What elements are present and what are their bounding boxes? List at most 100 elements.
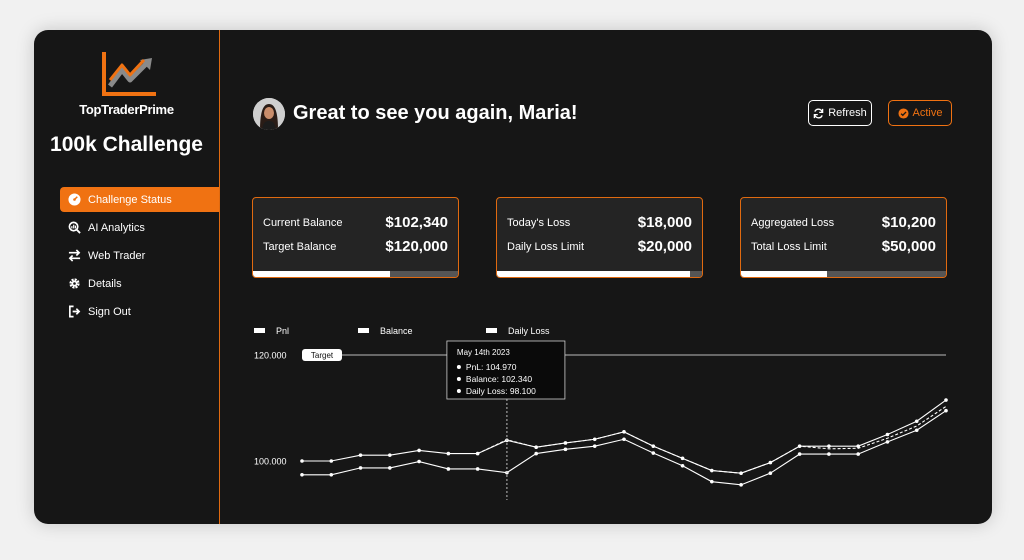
sidebar-item-sign-out[interactable]: Sign Out <box>60 299 219 324</box>
check-circle-icon <box>897 107 909 119</box>
gear-icon <box>69 278 80 289</box>
card-label: Daily Loss Limit <box>507 240 585 253</box>
avatar <box>253 98 285 130</box>
status-active-button[interactable]: Active <box>888 100 952 126</box>
tooltip-bullet <box>456 389 461 393</box>
sidebar-item-label: Web Trader <box>88 249 146 262</box>
card-label: Total Loss Limit <box>751 240 827 253</box>
tooltip-line: PnL: 104.970 <box>466 362 517 372</box>
data-point <box>300 459 304 463</box>
card-label: Target Balance <box>263 240 337 253</box>
legend-swatch <box>358 328 369 333</box>
data-point <box>534 451 538 456</box>
y-tick-label: 100.000 <box>254 457 287 467</box>
card-label: Today's Loss <box>507 216 571 229</box>
tooltip-box <box>446 340 566 400</box>
total-loss-card: Aggregated Loss $10,200 Total Loss Limit $… <box>740 197 947 278</box>
sidebar-item-label: AI Analytics <box>88 221 145 234</box>
data-point <box>388 466 392 470</box>
tooltip-line: Daily Loss: 98.100 <box>466 386 536 396</box>
data-point <box>446 451 451 456</box>
card-label: Aggregated Loss <box>751 216 835 229</box>
refresh-button[interactable]: Refresh <box>808 100 872 126</box>
sign-out-icon <box>69 305 81 318</box>
sidebar: TopTraderPrime 100k Challenge Challenge … <box>34 30 220 524</box>
target-badge <box>302 349 342 361</box>
main-content: Great to see you again, Maria! Refresh A… <box>220 30 992 524</box>
trending-up-logo-icon <box>102 52 156 96</box>
sidebar-item-web-trader[interactable]: Web Trader <box>60 243 219 268</box>
data-point <box>358 453 363 457</box>
data-point <box>944 408 948 413</box>
data-point <box>914 419 919 424</box>
progress-bar <box>741 271 946 277</box>
data-point <box>651 451 656 455</box>
target-label: Target <box>311 351 334 360</box>
data-point <box>856 452 860 456</box>
data-point <box>827 444 831 448</box>
analytics-search-icon <box>68 221 81 234</box>
balance-card: Current Balance $102,340 Target Balance $1… <box>252 197 459 278</box>
card-value: $18,000 <box>637 214 692 231</box>
progress-fill <box>741 271 828 277</box>
legend-label: Pnl <box>276 326 289 336</box>
card-value: $10,200 <box>881 214 936 231</box>
swap-arrows-icon <box>68 249 81 262</box>
card-value: $20,000 <box>637 238 692 255</box>
series-line-daily-loss <box>477 405 947 474</box>
progress-fill <box>497 271 690 277</box>
progress-bar <box>253 271 458 277</box>
card-label: Current Balance <box>263 216 343 229</box>
sidebar-item-details[interactable]: Details <box>60 271 219 296</box>
data-point <box>914 428 919 433</box>
y-tick-label: 120.000 <box>254 351 287 361</box>
data-point <box>329 472 334 477</box>
chart-series <box>300 398 948 487</box>
tooltip-date: May 14th 2023 <box>457 348 510 357</box>
gauge-icon <box>68 193 81 206</box>
data-point <box>856 444 860 448</box>
sidebar-item-label: Sign Out <box>88 305 131 318</box>
data-point <box>944 398 948 402</box>
progress-bar <box>497 271 702 277</box>
status-label: Active <box>912 107 943 119</box>
data-point <box>827 452 831 456</box>
data-point <box>680 463 685 468</box>
data-point <box>388 453 392 457</box>
card-value: $102,340 <box>385 214 448 231</box>
data-point <box>417 459 421 464</box>
brand-name: TopTraderPrime <box>79 102 174 117</box>
data-point <box>417 448 421 453</box>
legend-label: Balance <box>380 326 413 336</box>
data-point <box>300 472 304 477</box>
legend-label: Daily Loss <box>508 326 550 336</box>
tooltip-bullet <box>456 365 461 369</box>
tooltip-line: Balance: 102.340 <box>466 374 532 384</box>
tooltip-bullet <box>456 377 461 381</box>
card-value: $50,000 <box>881 238 936 255</box>
refresh-label: Refresh <box>828 107 867 119</box>
data-point <box>446 467 451 471</box>
data-point <box>592 444 597 448</box>
chart-legend: Pnl Balance Daily Loss <box>254 326 550 336</box>
series-line-pnl <box>302 399 947 474</box>
legend-swatch <box>486 328 497 333</box>
sidebar-item-label: Details <box>88 277 122 290</box>
sidebar-item-ai-analytics[interactable]: AI Analytics <box>60 215 219 240</box>
legend-swatch <box>254 328 265 333</box>
data-point <box>768 471 773 475</box>
progress-fill <box>253 271 391 277</box>
daily-loss-card: Today's Loss $18,000 Daily Loss Limit $20,… <box>496 197 703 278</box>
data-point <box>885 432 890 437</box>
greeting-heading: Great to see you again, Maria! <box>293 102 578 124</box>
sidebar-nav: Challenge Status AI Analytics Web Trader… <box>60 187 219 327</box>
avatar-icon <box>253 98 285 130</box>
data-point <box>563 447 568 452</box>
sidebar-item-challenge-status[interactable]: Challenge Status <box>60 187 219 212</box>
chart-tooltip: May 14th 2023 PnL: 104.970 Balance: 102.34… <box>446 340 566 500</box>
challenge-title: 100k Challenge <box>50 133 203 156</box>
data-point <box>797 452 802 456</box>
data-point <box>329 459 334 463</box>
